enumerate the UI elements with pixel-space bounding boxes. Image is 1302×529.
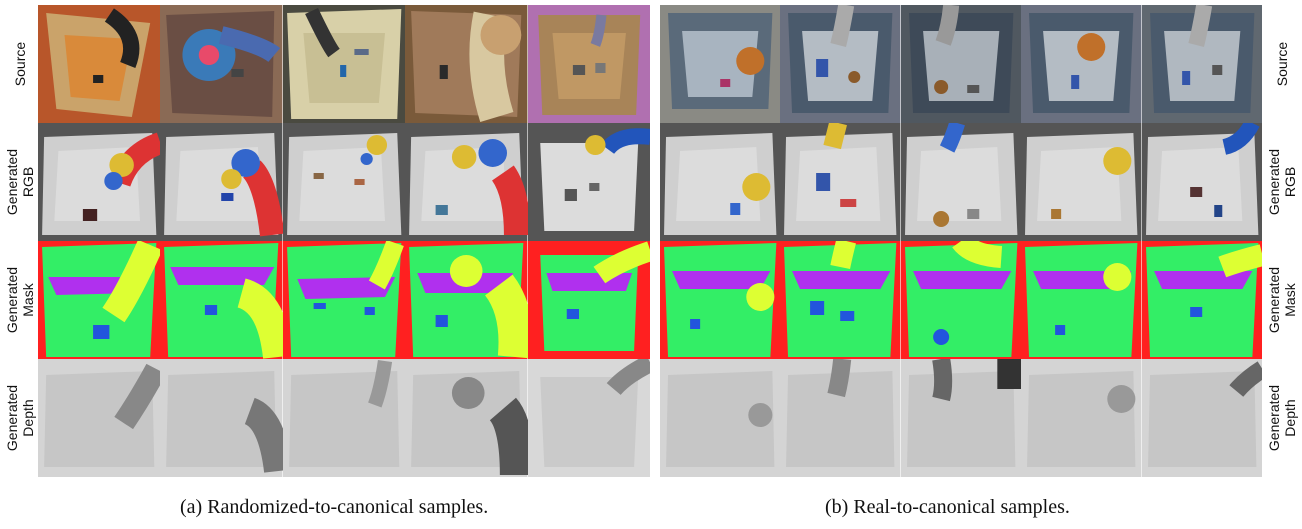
source-image — [160, 5, 283, 123]
generated-depth-image — [660, 359, 781, 477]
row-label-mask-left: Generated Mask — [4, 266, 36, 334]
row-label-line2: RGB — [1282, 166, 1298, 198]
panel-randomized-to-canonical — [38, 5, 651, 477]
row-label-line2: RGB — [20, 166, 36, 198]
caption-panel-b: (b) Real-to-canonical samples. — [825, 496, 1070, 518]
row-label-line2: Mask — [20, 283, 36, 317]
generated-mask-image — [38, 241, 161, 359]
generated-depth-image — [38, 359, 161, 477]
source-row — [660, 5, 1263, 123]
generated-depth-row — [660, 359, 1263, 477]
generated-rgb-image — [660, 123, 781, 241]
row-label-depth-left: Generated Depth — [4, 384, 36, 452]
row-label-line1: Generated — [4, 266, 20, 334]
generated-rgb-image — [282, 123, 406, 241]
source-image — [900, 5, 1022, 123]
generated-mask-image — [527, 241, 651, 359]
source-image — [38, 5, 161, 123]
generated-depth-image — [282, 359, 406, 477]
source-image — [1141, 5, 1263, 123]
generated-depth-image — [160, 359, 283, 477]
row-label-line1: Generated — [4, 148, 20, 216]
row-label-line2: Depth — [1282, 399, 1298, 437]
source-image — [780, 5, 901, 123]
generated-mask-image — [160, 241, 283, 359]
row-label-line2: Depth — [20, 399, 36, 437]
generated-rgb-image — [38, 123, 161, 241]
generated-mask-image — [660, 241, 781, 359]
generated-rgb-image — [527, 123, 651, 241]
source-row — [38, 5, 651, 123]
generated-rgb-row — [38, 123, 651, 241]
row-label-line1: Generated — [1266, 266, 1282, 334]
generated-depth-image — [1141, 359, 1263, 477]
source-image — [282, 5, 406, 123]
generated-rgb-image — [1141, 123, 1263, 241]
generated-depth-row — [38, 359, 651, 477]
row-label-line1: Generated — [1266, 384, 1282, 452]
source-image — [1021, 5, 1142, 123]
generated-mask-image — [1141, 241, 1263, 359]
generated-mask-image — [900, 241, 1022, 359]
generated-mask-row — [38, 241, 651, 359]
generated-depth-image — [405, 359, 528, 477]
generated-rgb-row — [660, 123, 1263, 241]
generated-rgb-image — [900, 123, 1022, 241]
generated-rgb-image — [405, 123, 528, 241]
source-image — [405, 5, 528, 123]
generated-depth-image — [527, 359, 651, 477]
row-label-rgb-right: Generated RGB — [1266, 148, 1298, 216]
generated-mask-image — [780, 241, 901, 359]
generated-depth-image — [1021, 359, 1142, 477]
generated-mask-row — [660, 241, 1263, 359]
generated-rgb-image — [780, 123, 901, 241]
row-label-mask-right: Generated Mask — [1266, 266, 1298, 334]
row-label-line2: Mask — [1282, 283, 1298, 317]
row-label-depth-right: Generated Depth — [1266, 384, 1298, 452]
generated-mask-image — [405, 241, 528, 359]
generated-depth-image — [900, 359, 1022, 477]
row-label-line1: Generated — [1266, 148, 1282, 216]
row-label-line1: Generated — [4, 384, 20, 452]
source-image — [527, 5, 651, 123]
row-label-source-right: Source — [1274, 41, 1290, 87]
row-label-rgb-left: Generated RGB — [4, 148, 36, 216]
generated-mask-image — [282, 241, 406, 359]
generated-rgb-image — [1021, 123, 1142, 241]
caption-panel-a: (a) Randomized-to-canonical samples. — [180, 496, 489, 518]
source-image — [660, 5, 781, 123]
generated-depth-image — [780, 359, 901, 477]
generated-mask-image — [1021, 241, 1142, 359]
generated-rgb-image — [160, 123, 283, 241]
panel-real-to-canonical — [660, 5, 1263, 477]
row-label-source-left: Source — [12, 41, 28, 87]
